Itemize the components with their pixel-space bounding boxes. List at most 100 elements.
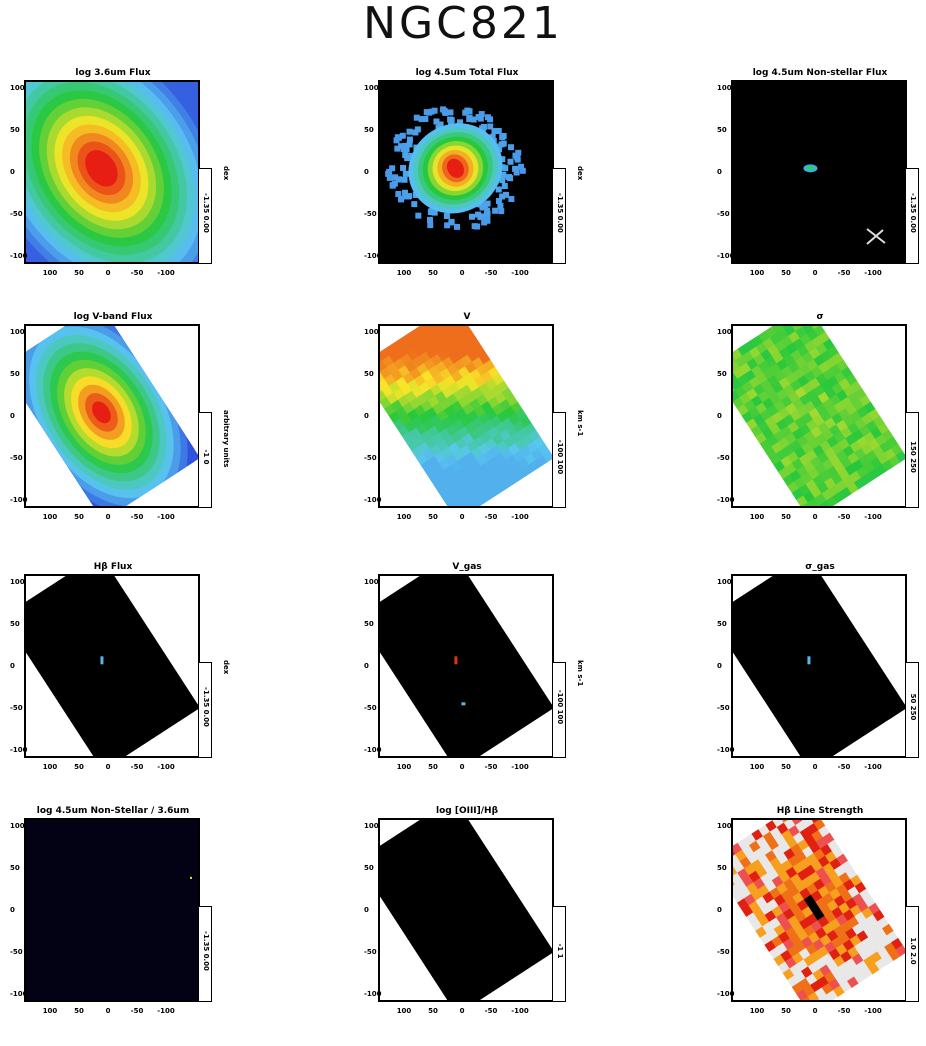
map-plot-area <box>731 324 907 508</box>
x-tick-label: -50 <box>484 513 498 521</box>
map-pixel <box>499 156 506 163</box>
map-pixel <box>444 222 451 229</box>
map-spot <box>454 656 458 665</box>
x-tick-label: -100 <box>864 513 882 521</box>
y-tick-label: -100 <box>10 990 28 998</box>
colorbar-range-label: -100 100 <box>556 689 564 725</box>
map-plot-area <box>731 80 907 264</box>
x-tick-label: -100 <box>511 513 529 521</box>
x-tick-label: 50 <box>428 269 438 277</box>
x-tick-label: 50 <box>781 1007 791 1015</box>
x-tick-label: -50 <box>837 269 851 277</box>
y-tick-label: -50 <box>10 704 23 712</box>
x-tick-label: 100 <box>396 763 412 771</box>
map-pixel <box>412 129 419 136</box>
x-tick-label: 100 <box>749 269 765 277</box>
y-tick-label: -100 <box>10 496 28 504</box>
map-pixel <box>398 143 405 150</box>
map-pixel <box>406 128 413 135</box>
x-tick-label: 0 <box>459 269 465 277</box>
colorbar-unit-label: km s-1 <box>576 660 584 687</box>
map-pixel <box>448 218 455 225</box>
map-pixel <box>499 177 506 184</box>
map-pixel <box>499 134 506 141</box>
x-tick-label: -50 <box>130 1007 144 1015</box>
x-tick-label: -100 <box>157 269 175 277</box>
map-image <box>731 80 907 264</box>
y-tick-label: -100 <box>717 496 735 504</box>
map-pixel <box>484 217 491 224</box>
map-pixel <box>478 111 485 118</box>
ifu-footprint <box>731 324 907 508</box>
x-tick-label: 100 <box>396 269 412 277</box>
map-pixel <box>453 223 460 230</box>
map-pixel <box>393 137 400 144</box>
map-pixel <box>466 115 473 122</box>
y-tick-label: 50 <box>364 370 374 378</box>
colorbar: -100 100 <box>552 412 566 508</box>
map-pixel <box>514 154 521 161</box>
map-pixel <box>402 189 409 196</box>
x-tick-label: -50 <box>484 1007 498 1015</box>
map-pixel <box>497 202 504 209</box>
map-image <box>24 574 200 758</box>
map-pixel <box>399 132 406 139</box>
y-tick-label: 0 <box>364 906 369 914</box>
colorbar: -1.35 0.00 <box>552 168 566 264</box>
map-pixel <box>482 202 489 209</box>
x-tick-label: 100 <box>42 763 58 771</box>
x-tick-label: 100 <box>749 1007 765 1015</box>
map-pixel <box>395 190 402 197</box>
panel-title: σ <box>816 312 824 322</box>
map-image <box>378 574 554 758</box>
map-pixel <box>402 152 409 159</box>
x-tick-label: -100 <box>511 1007 529 1015</box>
colorbar-range-label: -1.35 0.00 <box>202 687 210 727</box>
figure-title: NGC821 <box>363 0 563 49</box>
x-tick-label: 0 <box>812 1007 818 1015</box>
panel-10: log 4.5um Non-Stellar / 3.6um 100 50 0 -50 -1… <box>10 806 248 1046</box>
map-pixel <box>389 165 396 172</box>
map-image <box>24 80 200 264</box>
map-image <box>731 324 907 508</box>
map-pixel <box>505 174 512 181</box>
x-tick-label: 50 <box>74 763 84 771</box>
colorbar-range-label: -1.35 0.00 <box>909 193 917 233</box>
x-tick-label: 50 <box>428 763 438 771</box>
map-pixel <box>513 169 520 176</box>
map-image <box>731 818 907 1002</box>
y-tick-label: 100 <box>10 84 25 92</box>
map-spot <box>100 656 104 665</box>
y-tick-label: 50 <box>364 126 374 134</box>
y-tick-label: 100 <box>364 328 379 336</box>
map-image <box>378 818 554 1002</box>
map-pixel <box>400 164 407 171</box>
map-pixel <box>503 191 510 198</box>
panel-8: V_gas 100 50 0 -50 -100 100 50 0 -50 -100 -100 100 k… <box>364 562 602 802</box>
panel-1: log 3.6um Flux 100 50 0 -50 -100 100 50 0 -50 -100… <box>10 68 248 308</box>
ifu-footprint <box>378 818 554 1002</box>
map-image <box>378 324 554 508</box>
x-tick-label: 0 <box>105 513 111 521</box>
y-tick-label: 0 <box>717 168 722 176</box>
panel-3: log 4.5um Non-stellar Flux 100 50 0 -50 -100 1… <box>717 68 926 308</box>
map-pixel <box>501 183 508 190</box>
map-pixel <box>495 127 502 134</box>
y-tick-label: 0 <box>364 168 369 176</box>
y-tick-label: -100 <box>717 746 735 754</box>
map-plot-area <box>378 818 554 1002</box>
x-tick-label: 0 <box>105 269 111 277</box>
colorbar: -1.35 0.00 <box>905 168 919 264</box>
y-tick-label: 100 <box>364 822 379 830</box>
x-tick-label: 100 <box>749 513 765 521</box>
map-plot-area <box>24 80 200 264</box>
y-tick-label: -100 <box>364 496 382 504</box>
map-pixel <box>500 171 507 178</box>
map-pixel <box>491 128 498 135</box>
map-plot-area <box>731 574 907 758</box>
y-tick-label: 50 <box>717 864 727 872</box>
colorbar-unit-label: arbitrary units <box>222 410 230 468</box>
panel-title: log 4.5um Non-Stellar / 3.6um <box>36 806 190 816</box>
y-tick-label: -100 <box>10 252 28 260</box>
